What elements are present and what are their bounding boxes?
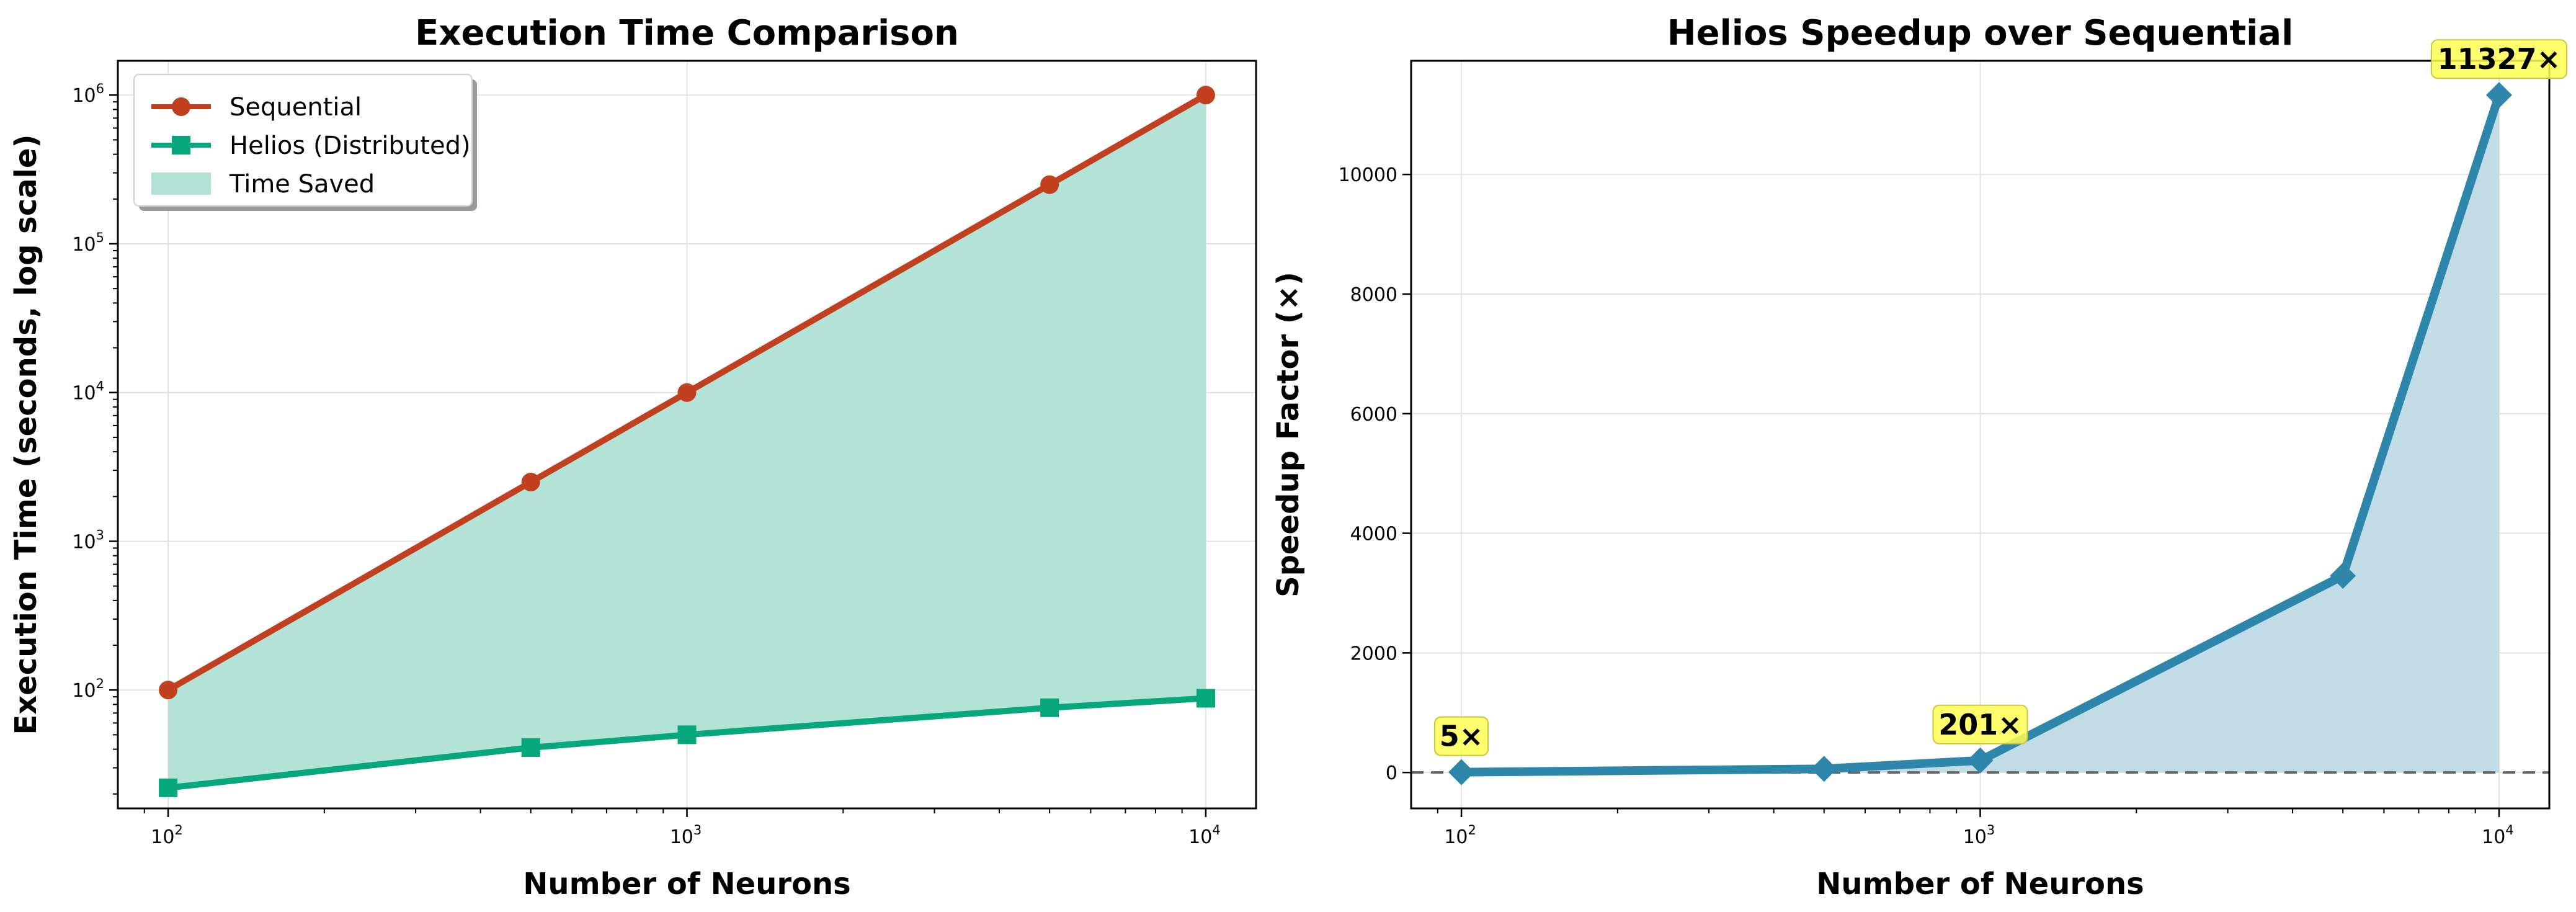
data-point [1811,756,1837,782]
annotation-label: 5× [1440,720,1484,753]
legend-sequential-label: Sequential [230,93,362,122]
tick-label-x: 103 [1963,823,1995,848]
tick-label-x: 102 [1444,823,1476,848]
annotation-box [1932,704,2028,744]
data-point [1196,86,1215,105]
data-point [677,725,697,744]
tick-label-y: 106 [72,81,104,107]
speedup-chart: 102 103 104 0 2000 4000 6000 8000 10000 Helios Sp… [1271,13,2567,901]
tick-label-y: 0 [1386,762,1397,784]
legend-sequential-marker [172,97,190,116]
tick-label-y: 102 [72,676,104,702]
tick-label-y: 104 [72,379,104,405]
speedup-area [1461,95,2499,773]
data-point [521,473,540,492]
data-point [1448,759,1475,785]
legend-time-saved-label: Time Saved [229,170,375,199]
data-point [1040,698,1059,717]
annotation-box [1434,716,1489,756]
x-axis-label: Number of Neurons [1816,867,2144,901]
tick-label-x: 102 [151,823,183,848]
data-point [159,778,178,797]
tick-label-y: 105 [72,230,104,256]
chart-title: Execution Time Comparison [415,13,959,53]
tick-label-y: 6000 [1350,404,1397,426]
legend-box [133,74,473,207]
annotation-box [2430,39,2567,79]
time-saved-area [168,95,1206,788]
tick-label-x: 104 [2482,823,2514,848]
data-point [521,738,540,758]
y-axis-label: Execution Time (seconds, log scale) [9,134,43,735]
data-point [2485,82,2512,109]
tick-label-y: 103 [72,527,104,553]
data-point [677,383,697,402]
annotation-label: 201× [1938,708,2022,741]
execution-time-chart: 102 103 104 102 103 104 105 106 Execution Time C… [9,13,1257,901]
tick-label-y: 4000 [1350,524,1397,545]
data-point [1196,689,1215,708]
y-axis-label: Speedup Factor (×) [1271,272,1306,597]
data-point [2330,563,2356,589]
x-axis-label: Number of Neurons [523,867,851,901]
annotation-label: 11327× [2438,42,2561,76]
data-point [159,681,178,700]
legend-time-saved-patch [151,172,211,195]
legend-helios-marker [172,136,190,154]
legend-helios-label: Helios (Distributed) [230,132,471,160]
data-point [1967,747,1994,774]
data-point [1040,175,1059,194]
tick-label-x: 103 [670,823,702,848]
legend: Sequential Helios (Distributed) Time Saved [133,74,477,211]
chart-title: Helios Speedup over Sequential [1667,13,2294,53]
tick-label-y: 2000 [1350,643,1397,664]
tick-label-y: 8000 [1350,284,1397,306]
tick-label-x: 104 [1188,823,1221,848]
tick-label-y: 10000 [1339,164,1397,186]
